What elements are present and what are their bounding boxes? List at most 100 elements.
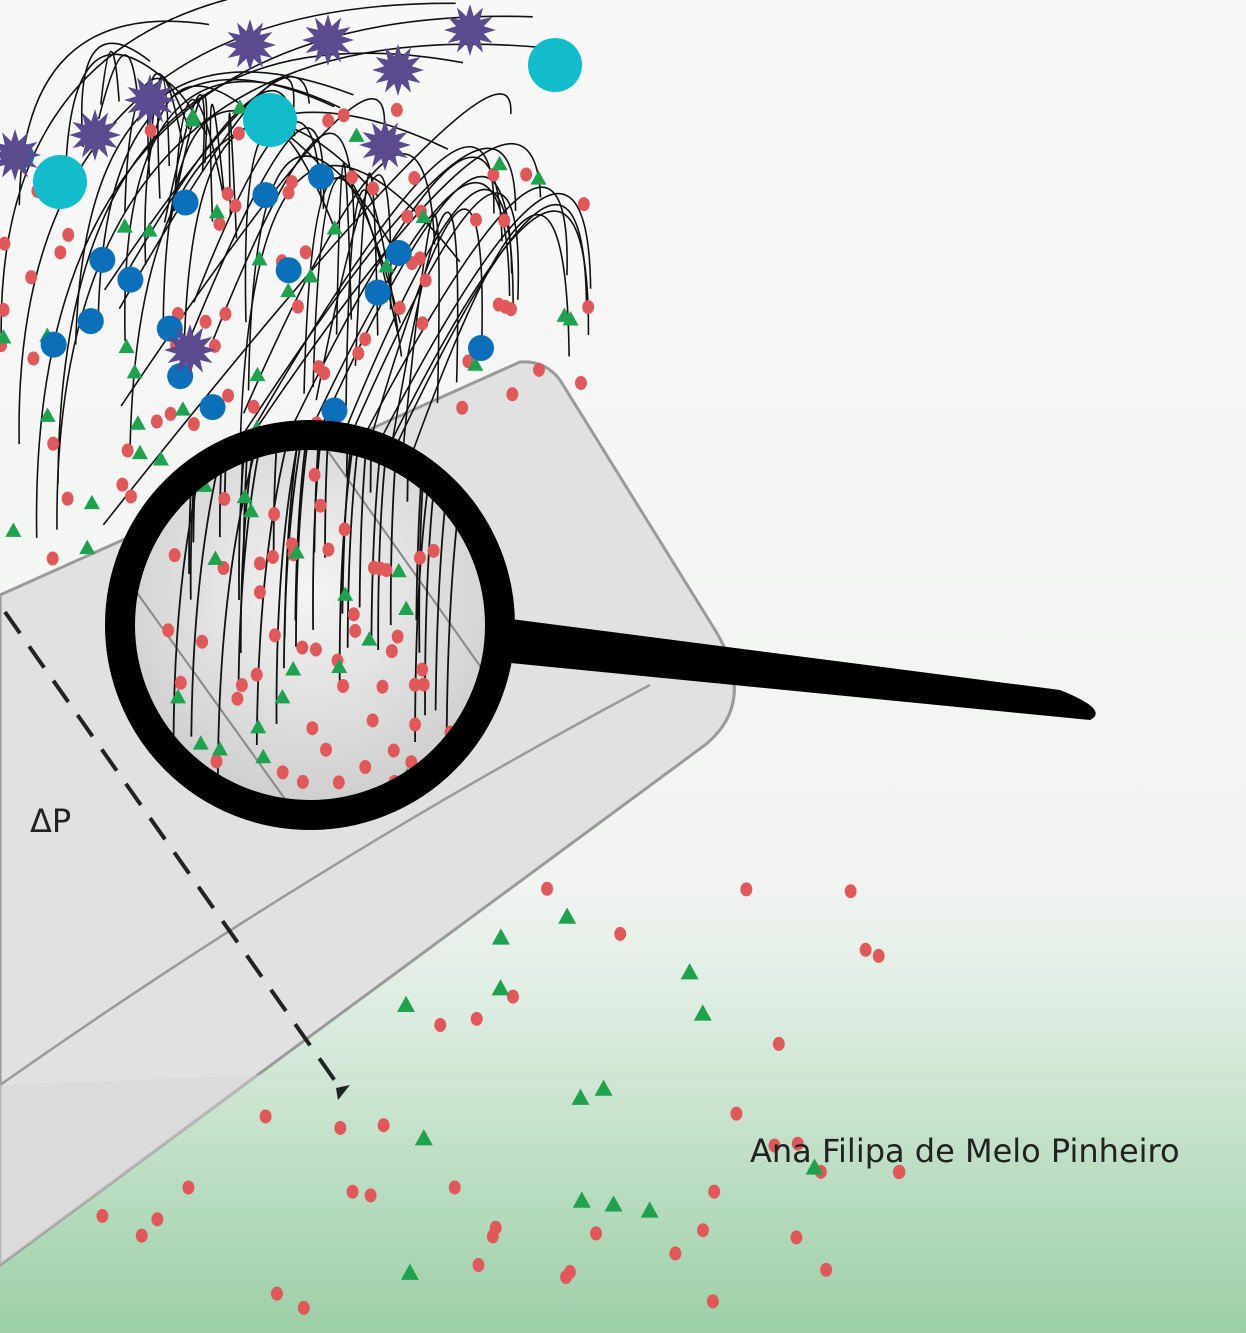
solute-dot <box>391 103 403 117</box>
solute-dot <box>860 943 872 957</box>
solute-dot <box>218 492 230 506</box>
solute-dot <box>269 628 281 642</box>
solute-dot <box>348 607 360 621</box>
solute-dot <box>309 468 321 482</box>
solute-dot <box>590 1226 602 1240</box>
foulant-particle <box>89 247 115 273</box>
solute-dot <box>773 1037 785 1051</box>
foulant-particle <box>173 189 199 215</box>
solute-dot <box>296 641 308 655</box>
solute-dot <box>740 882 752 896</box>
solute-dot <box>162 623 174 637</box>
solute-dot <box>292 300 304 314</box>
solute-dot <box>297 775 309 789</box>
solute-dot <box>409 678 421 692</box>
solute-dot <box>347 1185 359 1199</box>
solute-dot <box>365 1188 377 1202</box>
solute-dot <box>25 270 37 284</box>
solute-dot <box>473 1258 485 1272</box>
solute-dot <box>169 548 181 562</box>
page: ΔP Ana Filipa de Melo Pinheiro (() => { … <box>0 0 1246 1333</box>
large-foulant <box>33 155 87 209</box>
solute-dot <box>196 635 208 649</box>
solute-dot <box>229 199 241 213</box>
solute-dot <box>575 376 587 390</box>
solute-dot <box>222 389 234 403</box>
solute-dot <box>322 543 334 557</box>
solute-dot <box>320 743 332 757</box>
solute-dot <box>507 990 519 1004</box>
foulant-particle <box>365 280 391 306</box>
large-foulant <box>243 93 297 147</box>
solute-dot <box>349 624 361 638</box>
solute-dot <box>322 114 334 128</box>
foulant-particle <box>78 308 104 334</box>
solute-dot <box>352 346 364 360</box>
solute-dot <box>386 644 398 658</box>
solute-dot <box>231 692 243 706</box>
solute-dot <box>47 551 59 565</box>
solute-dot <box>409 718 421 732</box>
solute-dot <box>151 1212 163 1226</box>
solute-dot <box>318 366 330 380</box>
solute-dot <box>582 300 594 314</box>
solute-dot <box>708 1185 720 1199</box>
solute-dot <box>339 522 351 536</box>
solute-dot <box>27 352 39 366</box>
solute-dot <box>381 563 393 577</box>
solute-dot <box>408 171 420 185</box>
solute-dot <box>414 551 426 565</box>
solute-dot <box>533 363 545 377</box>
solute-dot <box>392 630 404 644</box>
solute-dot <box>47 437 59 451</box>
solute-dot <box>377 680 389 694</box>
foulant-particle <box>41 332 67 358</box>
solute-dot <box>578 197 590 211</box>
foulant-particle <box>468 335 494 361</box>
solute-dot <box>337 679 349 693</box>
foulant-particle <box>252 182 278 208</box>
solute-dot <box>268 507 280 521</box>
solute-dot <box>498 214 510 228</box>
solute-dot <box>254 556 266 570</box>
solute-dot <box>145 123 157 137</box>
illustration: ΔP Ana Filipa de Melo Pinheiro <box>0 0 1246 1333</box>
solute-dot <box>213 217 225 231</box>
solute-dot <box>334 1121 346 1135</box>
solute-dot <box>267 550 279 564</box>
foulant-particle <box>200 394 226 420</box>
solute-dot <box>790 1230 802 1244</box>
solute-dot <box>471 1012 483 1026</box>
foulant-particle <box>386 240 412 266</box>
solute-dot <box>456 401 468 415</box>
solute-dot <box>564 1265 576 1279</box>
solute-dot <box>614 927 626 941</box>
solute-dot <box>845 884 857 898</box>
foulant-particle <box>308 164 334 190</box>
solute-dot <box>182 1180 194 1194</box>
solute-dot <box>54 245 66 259</box>
foulant-particle <box>117 267 143 293</box>
solute-dot <box>315 499 327 513</box>
solute-dot <box>125 489 137 503</box>
solute-dot <box>707 1294 719 1308</box>
solute-dot <box>188 417 200 431</box>
solute-dot <box>233 126 245 140</box>
solute-dot <box>251 668 263 682</box>
solute-dot <box>669 1246 681 1260</box>
solute-dot <box>236 678 248 692</box>
solute-dot <box>359 332 371 346</box>
solute-dot <box>499 300 511 314</box>
solute-dot <box>254 585 266 599</box>
solute-dot <box>434 1018 446 1032</box>
solute-dot <box>277 765 289 779</box>
solute-dot <box>200 315 212 329</box>
solute-dot <box>470 213 482 227</box>
solute-dot <box>96 1209 108 1223</box>
solute-dot <box>300 245 312 259</box>
solute-dot <box>820 1263 832 1277</box>
solute-dot <box>333 775 345 789</box>
solute-dot <box>248 400 260 414</box>
solute-dot <box>394 301 406 315</box>
solute-dot <box>338 108 350 122</box>
